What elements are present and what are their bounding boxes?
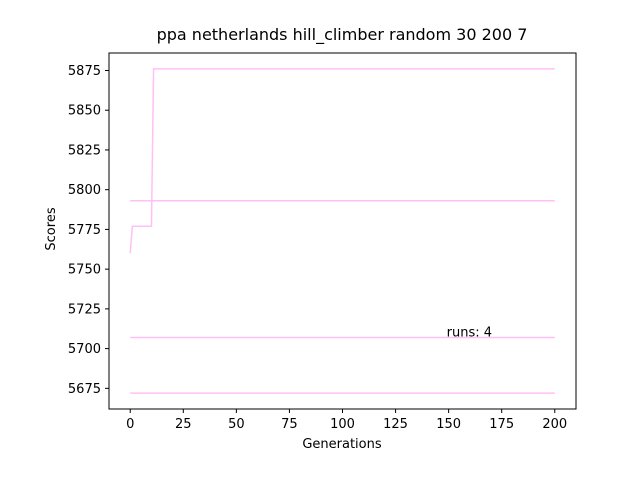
- y-tick-label: 5700: [68, 342, 101, 357]
- y-axis: 5675 5700 5725 5750 5775 5800 5825 5850 5875: [68, 64, 109, 397]
- y-tick-label: 5775: [68, 223, 101, 238]
- x-tick-label: 175: [489, 417, 514, 432]
- y-tick-label: 5675: [68, 382, 101, 397]
- x-tick-label: 75: [281, 417, 298, 432]
- x-tick-label: 125: [383, 417, 408, 432]
- x-tick-label: 25: [175, 417, 192, 432]
- y-tick-label: 5750: [68, 263, 101, 278]
- series-layer: [129, 68, 555, 394]
- y-axis-label: Scores: [44, 207, 59, 250]
- x-tick-label: 150: [436, 417, 461, 432]
- y-tick-label: 5850: [68, 104, 101, 119]
- x-tick-label: 50: [228, 417, 245, 432]
- x-tick-label: 100: [330, 417, 355, 432]
- x-axis: 0 25 50 75 100 125 150 175 200: [126, 409, 567, 432]
- y-tick-label: 5875: [68, 64, 101, 79]
- y-tick-label: 5825: [68, 143, 101, 158]
- y-tick-label: 5725: [68, 302, 101, 317]
- x-axis-label: Generations: [302, 437, 382, 452]
- x-tick-label: 0: [126, 417, 134, 432]
- chart-title: ppa netherlands hill_climber random 30 2…: [157, 25, 528, 45]
- series-line-1: [129, 68, 555, 254]
- y-tick-label: 5800: [68, 183, 101, 198]
- annotation-runs: runs: 4: [447, 325, 492, 340]
- x-tick-label: 200: [542, 417, 567, 432]
